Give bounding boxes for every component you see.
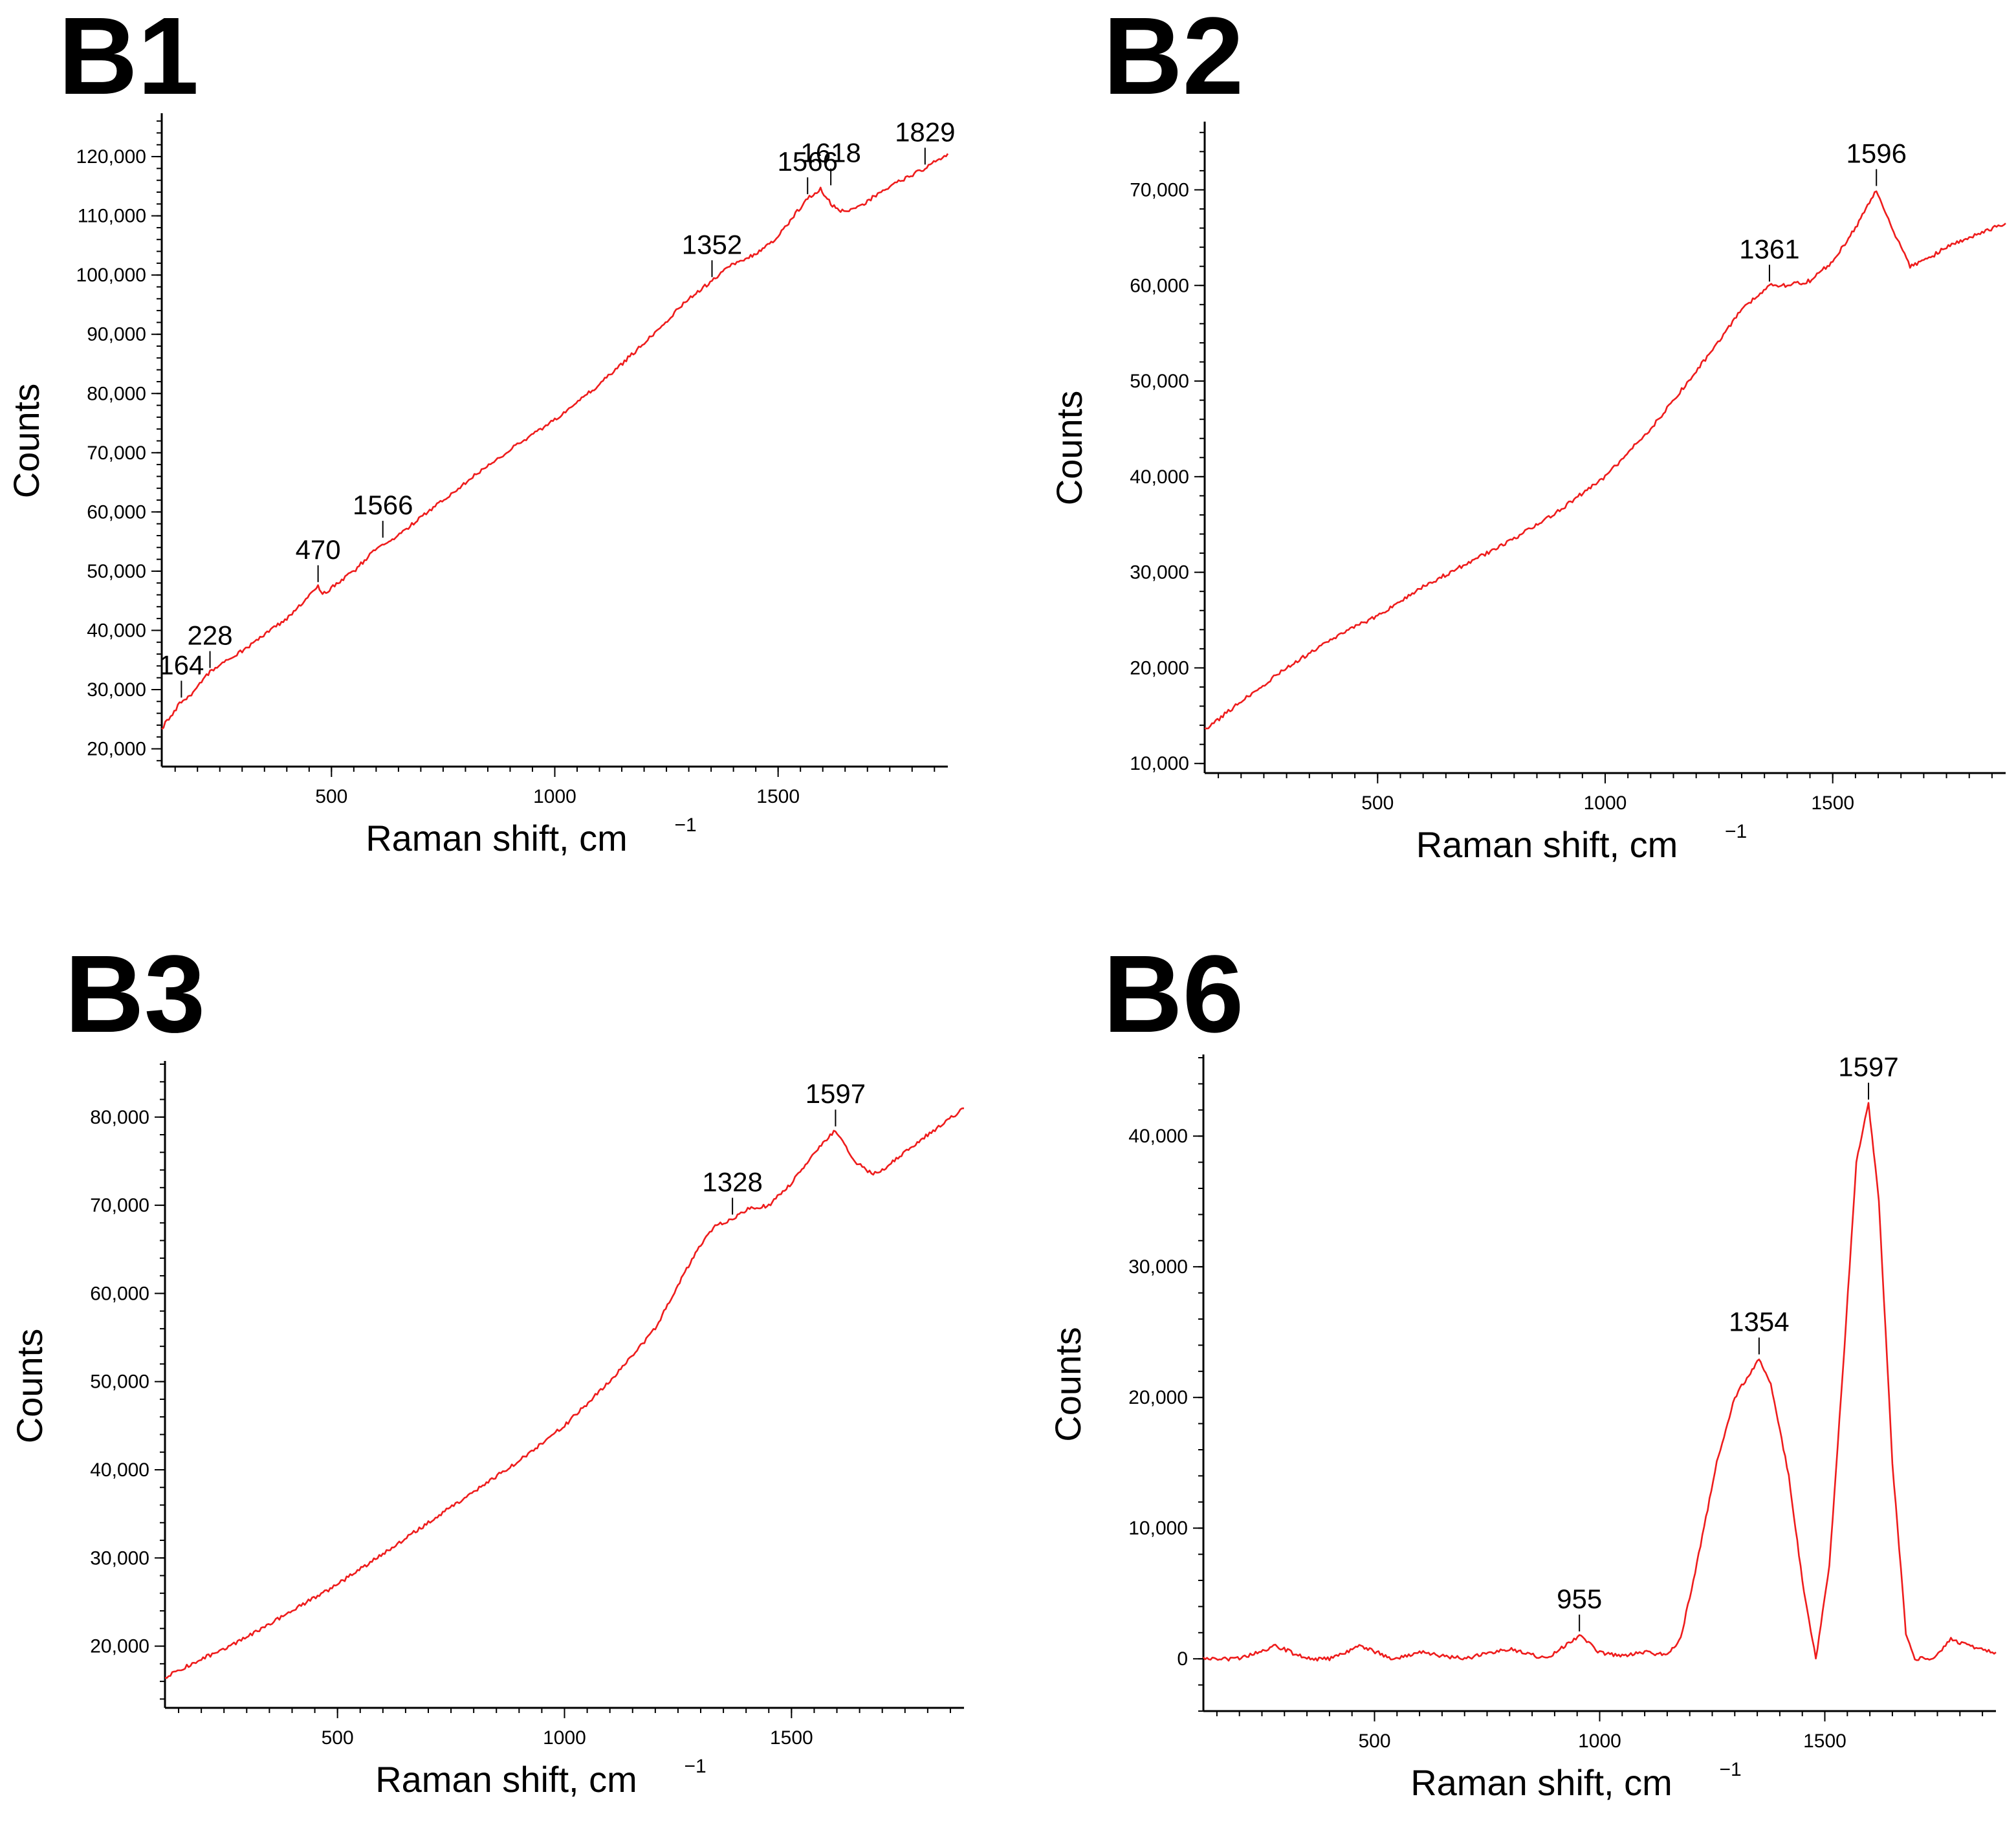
peak-label: 1361: [1739, 234, 1799, 264]
panel-label-b1: B1: [58, 0, 199, 118]
peak-label: 955: [1557, 1584, 1602, 1614]
y-tick-label: 0: [1177, 1648, 1188, 1670]
plot-b3: 20,000 30,000 40,000 50,000 60,000 70,000 80,0…: [9, 1061, 965, 1800]
panel-label-b2: B2: [1103, 0, 1244, 118]
spectrum-line: [1204, 190, 2006, 730]
x-tick-label: 500: [1358, 1730, 1390, 1752]
y-tick-label: 30,000: [87, 679, 146, 701]
y-tick-label: 40,000: [1128, 1126, 1188, 1147]
x-axis-title-superscript: −1: [675, 814, 697, 836]
spectrum-line: [164, 1107, 965, 1679]
plot-b2: 10,000 20,000 30,000 40,000 50,000 60,000 70,0…: [1049, 122, 2006, 865]
panel-b1: B1 20,000 30,000 40,000 50,000 60,000 70,000 8…: [6, 0, 956, 858]
peak-label: 1566: [778, 146, 838, 177]
y-tick-label: 40,000: [1130, 466, 1189, 488]
y-tick-label: 70,000: [90, 1195, 149, 1216]
y-tick-label: 10,000: [1130, 753, 1189, 774]
y-tick-label: 40,000: [90, 1459, 149, 1481]
y-tick-label: 20,000: [90, 1636, 149, 1657]
panel-b2: B2 10,000 20,000 30,000 40,000 50,000 60,000 7…: [1049, 0, 2006, 865]
x-tick-label: 500: [315, 786, 347, 807]
y-tick-label: 50,000: [90, 1371, 149, 1393]
y-tick-label: 30,000: [90, 1547, 149, 1569]
peak-label: 1596: [1846, 138, 1907, 168]
x-tick-label: 1500: [1803, 1730, 1846, 1752]
peak-label: 1597: [805, 1078, 866, 1109]
y-tick-label: 100,000: [76, 265, 146, 286]
y-tick-label: 60,000: [1130, 275, 1189, 296]
plot-b6: 0 10,000 20,000 30,000 40,000 500 1000 1500 Rama…: [1047, 1052, 1997, 1803]
x-axis-title: Raman shift, cm: [1410, 1762, 1672, 1803]
spectrum-line: [161, 153, 949, 730]
y-tick-label: 10,000: [1128, 1518, 1188, 1539]
y-tick-label: 20,000: [1130, 657, 1189, 679]
y-axis-title: Counts: [9, 1329, 50, 1443]
x-tick-label: 1500: [756, 786, 800, 807]
y-axis-title: Counts: [1047, 1327, 1088, 1441]
panel-b6: B6 0 10,000 20,000 30,000 40,000 500 1000 1500 R…: [1047, 933, 1997, 1803]
x-tick-label: 1000: [1578, 1730, 1621, 1752]
y-tick-label: 40,000: [87, 620, 146, 641]
peak-label: 470: [296, 534, 341, 565]
peak-label: 1328: [702, 1167, 762, 1197]
peak-label: 1829: [895, 116, 955, 147]
panel-b3: B3 20,000 30,000 40,000 50,000 60,000 70,000 8…: [9, 933, 965, 1800]
x-tick-label: 1000: [543, 1727, 586, 1749]
x-axis-title: Raman shift, cm: [1416, 824, 1678, 865]
peak-label: 228: [188, 620, 233, 651]
peak-label: 164: [159, 650, 204, 680]
peak-label: 1352: [682, 229, 742, 259]
y-tick-label: 20,000: [87, 739, 146, 760]
y-axis-title: Counts: [6, 384, 47, 498]
y-tick-label: 30,000: [1128, 1256, 1188, 1278]
y-tick-label: 90,000: [87, 324, 146, 345]
y-tick-label: 70,000: [87, 442, 146, 464]
x-tick-label: 1500: [1811, 792, 1854, 814]
y-tick-label: 20,000: [1128, 1387, 1188, 1408]
y-tick-label: 70,000: [1130, 179, 1189, 201]
y-tick-label: 60,000: [90, 1283, 149, 1304]
peak-label: 1566: [353, 490, 413, 520]
peak-label: 1354: [1729, 1307, 1789, 1337]
peak-label: 1597: [1838, 1052, 1898, 1082]
x-axis-title: Raman shift, cm: [375, 1759, 637, 1800]
y-tick-label: 110,000: [78, 206, 146, 227]
x-tick-label: 1500: [770, 1727, 813, 1749]
spectrum-line: [1203, 1102, 1997, 1662]
panel-label-b6: B6: [1103, 933, 1244, 1056]
y-tick-label: 80,000: [90, 1107, 149, 1128]
plot-b1: 20,000 30,000 40,000 50,000 60,000 70,000 80,0…: [6, 113, 956, 858]
peak-label: 1618: [800, 137, 860, 168]
y-axis-title: Counts: [1049, 391, 1090, 505]
y-tick-label: 50,000: [1130, 371, 1189, 392]
x-axis-title-superscript: −1: [1720, 1759, 1742, 1780]
panel-label-b3: B3: [65, 933, 205, 1056]
y-tick-label: 80,000: [87, 383, 146, 404]
x-tick-label: 1000: [533, 786, 576, 807]
y-tick-label: 60,000: [87, 501, 146, 523]
y-tick-label: 50,000: [87, 561, 146, 582]
y-tick-label: 120,000: [76, 146, 146, 168]
x-axis-title: Raman shift, cm: [366, 818, 628, 858]
x-tick-label: 500: [1361, 792, 1394, 814]
x-axis-title-superscript: −1: [1725, 821, 1747, 842]
x-tick-label: 1000: [1584, 792, 1627, 814]
x-axis-title-superscript: −1: [685, 1756, 707, 1777]
y-tick-label: 30,000: [1130, 562, 1189, 584]
x-tick-label: 500: [322, 1727, 354, 1749]
